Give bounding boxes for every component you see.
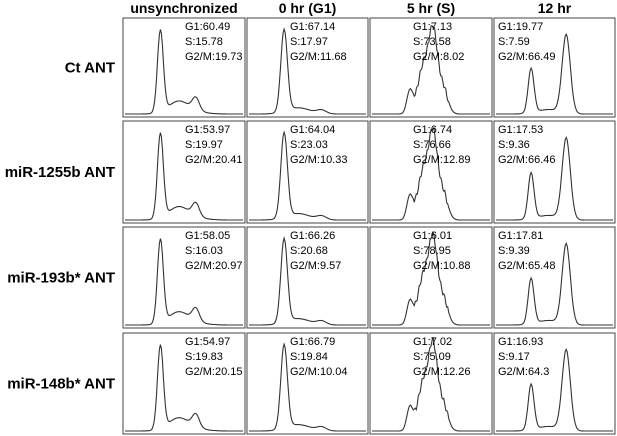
histogram-curve (496, 136, 613, 221)
panel-stat: G1:19.77 (498, 21, 543, 33)
panel-frame (369, 120, 493, 224)
panel-stat: G2/M:9.57 (290, 260, 341, 272)
panel-frame (246, 120, 369, 224)
row-label: miR-148b* ANT (7, 376, 115, 393)
histogram-curve (372, 337, 490, 432)
histogram-curve (125, 29, 243, 115)
panel-stat: G2/M:11.68 (290, 51, 347, 63)
column-header: 12 hr (538, 0, 572, 16)
panel-stat: G2/M:10.33 (290, 154, 347, 166)
panel-stat: G1:16.93 (498, 336, 543, 348)
histogram-curve (125, 344, 243, 432)
panel-stat: S:75.09 (413, 351, 451, 363)
panel-stat: S:23.03 (290, 139, 328, 151)
panel-stat: S:73.58 (413, 36, 451, 48)
histogram-curve (372, 126, 490, 221)
panel-frame (369, 17, 493, 118)
panel-stat: G2/M:66.49 (498, 51, 555, 63)
panel-stat: G1:53.97 (185, 124, 230, 136)
panel-stat: G1:67.14 (290, 21, 335, 33)
panel-stat: G2/M:66.46 (498, 154, 555, 166)
panel-stat: S:16.03 (185, 245, 223, 257)
panel-frame (493, 226, 616, 329)
panel-frame (493, 120, 616, 224)
panel-stat: G1:66.79 (290, 336, 335, 348)
panel-stat: G1:6.01 (413, 230, 452, 242)
histogram-curve (372, 24, 490, 115)
panel-stat: S:20.68 (290, 245, 328, 257)
histogram-curve (496, 32, 613, 115)
histogram-curve (249, 342, 366, 432)
panel-stat: S:19.97 (185, 139, 223, 151)
panel-stat: G1:64.04 (290, 124, 335, 136)
histogram-curve (496, 242, 613, 326)
panel-stat: S:19.84 (290, 351, 328, 363)
panel-stat: G1:66.26 (290, 230, 335, 242)
column-header: 5 hr (S) (407, 0, 455, 16)
panel-frame (122, 332, 246, 435)
panel-stat: S:7.59 (498, 36, 530, 48)
column-header: 0 hr (G1) (279, 0, 337, 16)
panel-stat: G2/M:12.26 (413, 366, 470, 378)
panel-stat: G2/M:10.04 (290, 366, 347, 378)
panel-stat: G1:17.53 (498, 124, 543, 136)
panel-stat: S:17.97 (290, 36, 328, 48)
panel-stat: S:78.95 (413, 245, 451, 257)
row-label: miR-193b* ANT (7, 270, 115, 287)
row-label: miR-1255b ANT (5, 164, 115, 181)
column-header: unsynchronized (130, 0, 237, 16)
histogram-curve (125, 238, 243, 326)
panel-stat: S:15.78 (185, 36, 223, 48)
histogram-curve (249, 130, 366, 221)
panel-frame (369, 226, 493, 329)
panel-stat: G2/M:12.89 (413, 154, 470, 166)
panel-stat: S:76.66 (413, 139, 451, 151)
panel-frame (122, 226, 246, 329)
panel-stat: G2/M:64.3 (498, 366, 549, 378)
panel-frame (246, 226, 369, 329)
panel-frame (122, 17, 246, 118)
panel-stat: G2/M:20.97 (185, 260, 242, 272)
panel-stat: G1:7.02 (413, 336, 452, 348)
histogram-curve (125, 132, 243, 221)
panel-stat: G1:6.74 (413, 124, 452, 136)
panel-stat: G2/M:65.48 (498, 260, 555, 272)
panel-stat: G1:60.49 (185, 21, 230, 33)
panel-stat: G2/M:19.73 (185, 51, 242, 63)
panel-stat: S:9.36 (498, 139, 530, 151)
panel-stat: G1:58.05 (185, 230, 230, 242)
panel-frame (122, 120, 246, 224)
panel-stat: S:9.17 (498, 351, 530, 363)
panel-frame (493, 17, 616, 118)
panel-stat: G2/M:20.41 (185, 154, 242, 166)
panel-stat: G2/M:8.02 (413, 51, 464, 63)
panel-frame (369, 332, 493, 435)
panel-stat: G1:17.81 (498, 230, 543, 242)
histogram-curve (496, 348, 613, 432)
panel-stat: G1:7.13 (413, 21, 452, 33)
panel-stat: G2/M:20.15 (185, 366, 242, 378)
panel-frame (246, 17, 369, 118)
panel-stat: S:19.83 (185, 351, 223, 363)
histogram-curve (372, 230, 490, 326)
histogram-curve (249, 27, 366, 115)
histogram-curve (249, 236, 366, 326)
panel-frame (246, 332, 369, 435)
panel-stat: S:9.39 (498, 245, 530, 257)
panel-stat: G2/M:10.88 (413, 260, 470, 272)
row-label: Ct ANT (65, 60, 115, 77)
panel-frame (493, 332, 616, 435)
panel-stat: G1:54.97 (185, 336, 230, 348)
